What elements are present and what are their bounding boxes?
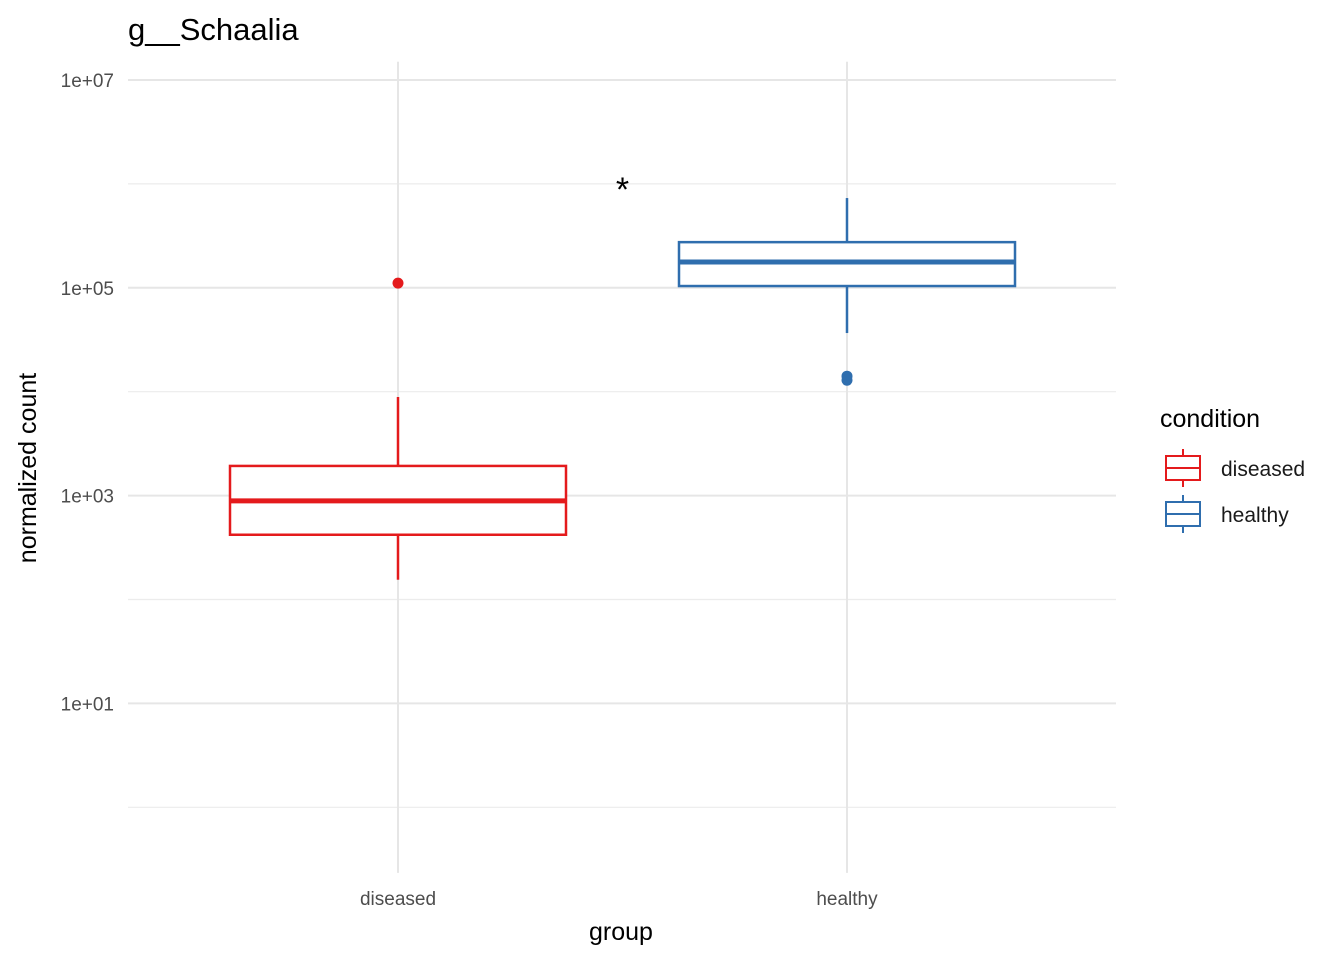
y-tick-labels: 1e+01 1e+03 1e+05 1e+07 — [61, 71, 114, 715]
outlier-point — [841, 374, 853, 386]
chart-title: g__Schaalia — [128, 12, 299, 47]
box-diseased — [228, 277, 568, 580]
y-axis-title: normalized count — [14, 373, 42, 563]
y-tick-label: 1e+05 — [61, 279, 114, 300]
x-tick-labels: diseased healthy — [360, 889, 878, 910]
y-tick-label: 1e+07 — [61, 71, 114, 92]
annotations: * — [616, 171, 629, 209]
legend-item-diseased: diseased — [1165, 449, 1305, 487]
legend-title: condition — [1160, 405, 1260, 433]
y-tick-label: 1e+03 — [61, 487, 114, 508]
x-axis-title: group — [589, 918, 653, 946]
legend-label: healthy — [1221, 504, 1289, 527]
legend-item-healthy: healthy — [1165, 495, 1289, 533]
legend: condition diseased healthy — [1160, 405, 1305, 533]
y-tick-label: 1e+01 — [61, 694, 114, 715]
box-healthy — [677, 198, 1017, 386]
legend-label: diseased — [1221, 458, 1305, 481]
outlier-point — [392, 277, 404, 289]
x-tick-label: healthy — [816, 889, 878, 910]
boxes — [228, 198, 1017, 580]
x-tick-label: diseased — [360, 889, 436, 910]
significance-label: * — [616, 171, 629, 209]
